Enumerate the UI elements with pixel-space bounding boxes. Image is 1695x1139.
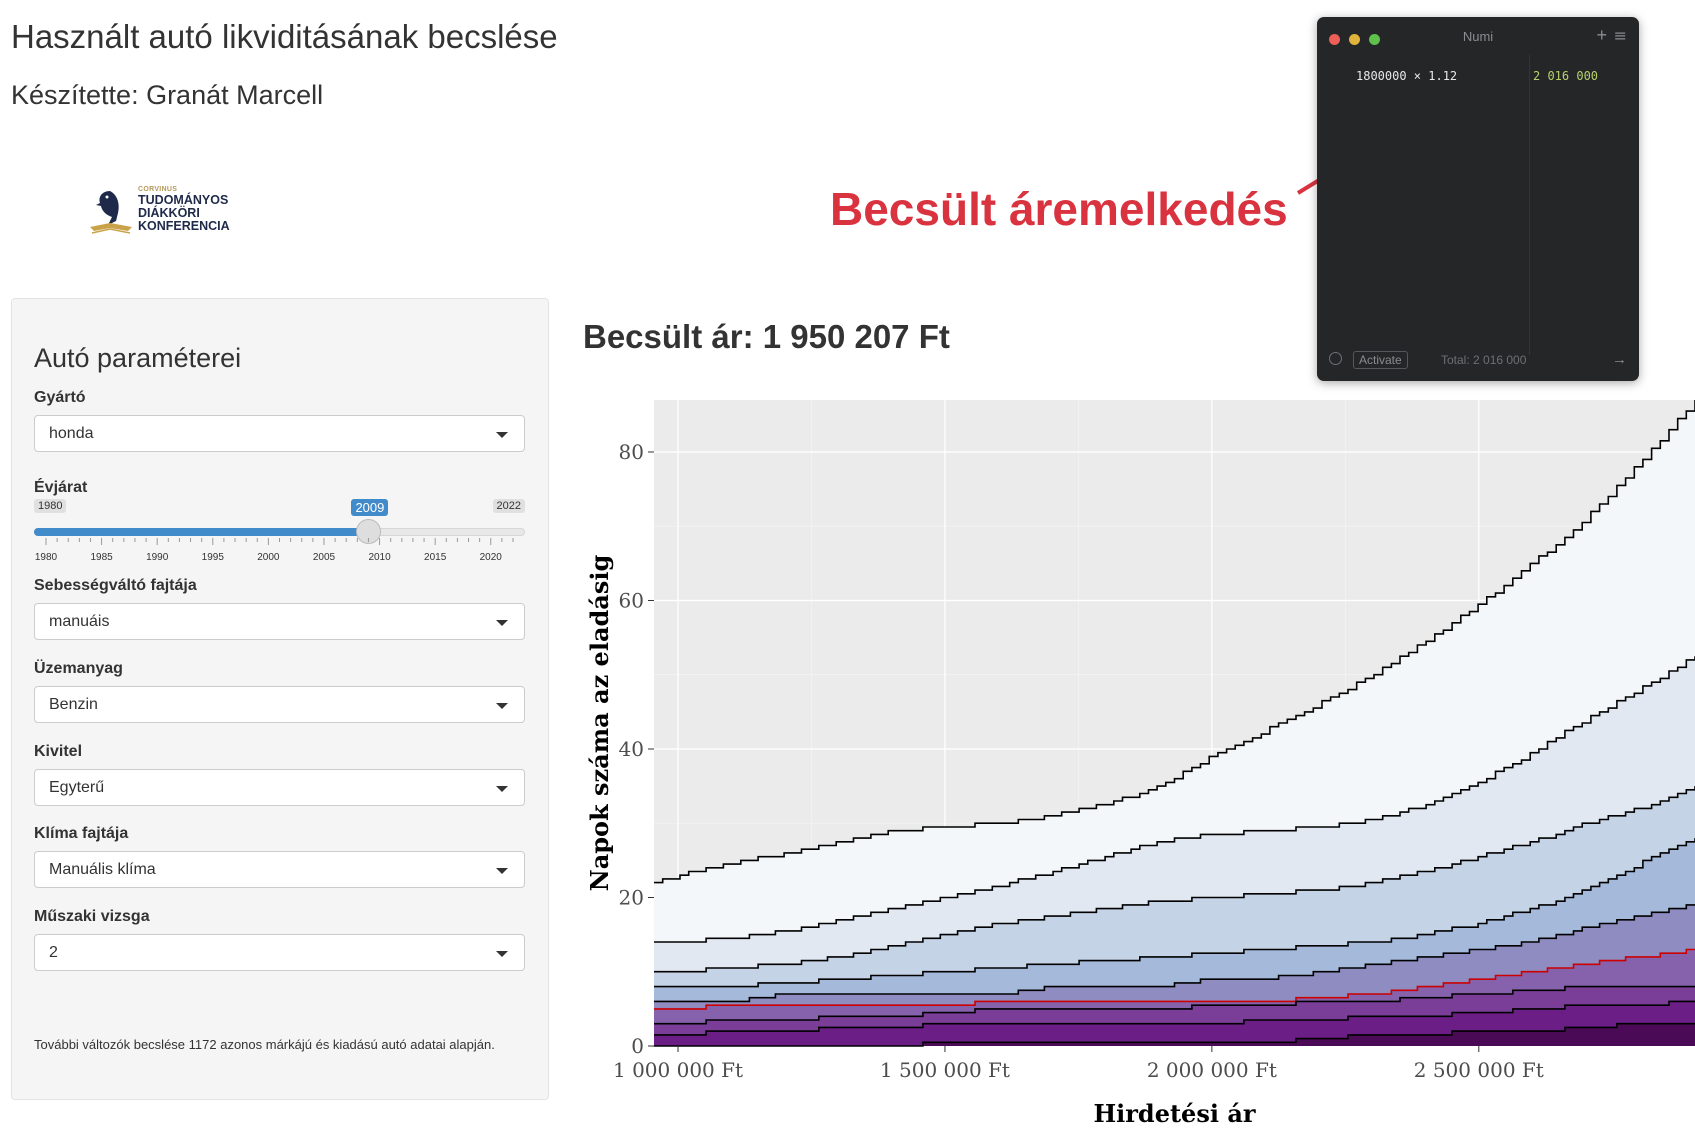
year-slider[interactable]: 1980 2022 2009 1980 1985 1990 1995 2000 2005 2… — [34, 494, 525, 569]
fuel-value: Benzin — [49, 696, 98, 713]
sidebar-panel: Autó paraméterei Gyártó honda Évjárat 19… — [11, 298, 549, 1100]
transmission-select[interactable]: manuáis — [34, 603, 525, 640]
area-band — [654, 656, 1695, 972]
series-line — [654, 948, 1695, 1010]
inspection-label: Műszaki vizsga — [34, 908, 150, 925]
data-source-note: További változók becslése 1172 azonos má… — [34, 1037, 495, 1052]
series-line — [654, 838, 1695, 988]
logo-line-4: KONFERENCIA — [138, 219, 230, 233]
x-tick-label: 2 000 000 Ft — [1147, 1058, 1277, 1082]
transmission-label: Sebességváltó fajtája — [34, 577, 197, 594]
close-window-icon[interactable] — [1329, 34, 1340, 45]
logo-line-1: CORVINUS — [138, 186, 178, 193]
x-tick-label: 1 000 000 Ft — [613, 1058, 743, 1082]
raven-logo-icon — [90, 191, 132, 234]
chart-y-axis-label: Napok száma az eladásig — [585, 555, 614, 892]
numi-result: 2 016 000 — [1533, 69, 1599, 83]
logo-text: CORVINUS TUDOMÁNYOS DIÁKKÖRI KONFERENCIA — [138, 185, 230, 233]
series-line — [654, 1000, 1695, 1036]
activate-button[interactable]: Activate — [1353, 351, 1408, 369]
y-tick-label: 60 — [619, 588, 644, 612]
area-band — [654, 904, 1695, 1009]
caret-down-icon — [496, 951, 508, 957]
slider-tick-label: 2020 — [480, 552, 503, 563]
slider-min-label: 1980 — [34, 499, 67, 513]
fuel-label: Üzemanyag — [34, 660, 123, 677]
slider-tick-label: 1985 — [90, 552, 113, 563]
menu-icon[interactable]: ≡ — [1613, 26, 1627, 45]
manufacturer-select[interactable]: honda — [34, 415, 525, 452]
arrow-right-icon[interactable]: → — [1612, 351, 1627, 368]
caret-down-icon — [496, 620, 508, 626]
climate-label: Klíma fajtája — [34, 825, 129, 842]
area-band — [654, 1023, 1695, 1046]
y-tick-label: 20 — [619, 885, 644, 909]
body-type-value: Egyterű — [49, 779, 105, 796]
area-band — [654, 986, 1695, 1035]
series-line — [654, 400, 1695, 884]
estimated-price: Becsült ár: 1 950 207 Ft — [583, 318, 950, 355]
body-type-label: Kivitel — [34, 743, 83, 760]
slider-fill — [34, 528, 369, 536]
climate-select[interactable]: Manuális klíma — [34, 851, 525, 888]
series-line — [654, 904, 1695, 1003]
caret-down-icon — [496, 703, 508, 709]
logo-line-2: TUDOMÁNYOS — [138, 193, 229, 207]
slider-tick-label: 2005 — [313, 552, 336, 563]
minimize-window-icon[interactable] — [1349, 34, 1360, 45]
slider-tick-label: 2015 — [424, 552, 447, 563]
caret-down-icon — [496, 432, 508, 438]
y-tick-label: 80 — [619, 440, 644, 464]
logo-line-3: DIÁKKÖRI — [138, 206, 200, 220]
y-tick-label: 0 — [631, 1034, 644, 1058]
numi-title: Numi — [1462, 29, 1494, 44]
slider-tick-label: 2000 — [257, 552, 280, 563]
slider-tick-label: 1990 — [146, 552, 169, 563]
x-tick-label: 2 500 000 Ft — [1414, 1058, 1544, 1082]
x-tick-label: 1 500 000 Ft — [880, 1058, 1010, 1082]
conference-logo: CORVINUS TUDOMÁNYOS DIÁKKÖRI KONFERENCIA — [88, 185, 248, 245]
liquidity-chart: 0 20 40 60 80 1 000 000 Ft 1 500 000 Ft 2 000 0… — [585, 400, 1695, 1128]
slider-value-label: 2009 — [351, 499, 389, 516]
chart-x-axis-label: Hirdetési ár — [1093, 1099, 1255, 1128]
year-label: Évjárat — [34, 479, 88, 496]
slider-tick-label: 1995 — [202, 552, 225, 563]
numi-footer: Activate Total: 2 016 000 → — [1329, 351, 1627, 371]
series-line — [654, 1022, 1695, 1047]
chart-series-lines — [654, 400, 1695, 1047]
slider-tick-label: 2010 — [368, 552, 391, 563]
page-title: Használt autó likviditásának becslése — [11, 18, 558, 55]
body-type-select[interactable]: Egyterű — [34, 769, 525, 806]
numi-total: Total: 2 016 000 — [1441, 353, 1527, 367]
numi-calculator-window: Numi + ≡ 1800000 × 1.12 2 016 000 Activa… — [1317, 17, 1639, 381]
inspection-select[interactable]: 2 — [34, 934, 525, 971]
plus-icon[interactable]: + — [1596, 25, 1607, 45]
area-band — [654, 400, 1695, 942]
slider-max-label: 2022 — [492, 499, 525, 513]
series-line — [654, 786, 1695, 973]
inspection-value: 2 — [49, 944, 58, 961]
chart-axes: 0 20 40 60 80 1 000 000 Ft 1 500 000 Ft 2 000 0… — [613, 440, 1544, 1082]
caret-down-icon — [496, 786, 508, 792]
maximize-window-icon[interactable] — [1369, 34, 1380, 45]
slider-ticks: 1980 1985 1990 1995 2000 2005 2010 2015 2020 — [35, 538, 514, 563]
slider-tick-label: 1980 — [35, 552, 58, 563]
sidebar-title: Autó paraméterei — [34, 343, 242, 373]
timer-icon[interactable] — [1329, 352, 1342, 365]
climate-value: Manuális klíma — [49, 861, 156, 878]
numi-divider — [1529, 55, 1530, 355]
annotation-label: Becsült áremelkedés — [830, 183, 1288, 235]
y-tick-label: 40 — [619, 737, 644, 761]
manufacturer-label: Gyártó — [34, 389, 86, 406]
manufacturer-value: honda — [49, 425, 94, 442]
series-line — [654, 656, 1695, 943]
author-subtitle: Készítette: Granát Marcell — [11, 80, 324, 110]
numi-expression[interactable]: 1800000 × 1.12 — [1356, 69, 1458, 83]
series-line — [654, 985, 1695, 1025]
transmission-value: manuáis — [49, 613, 110, 630]
fuel-select[interactable]: Benzin — [34, 686, 525, 723]
caret-down-icon — [496, 868, 508, 874]
